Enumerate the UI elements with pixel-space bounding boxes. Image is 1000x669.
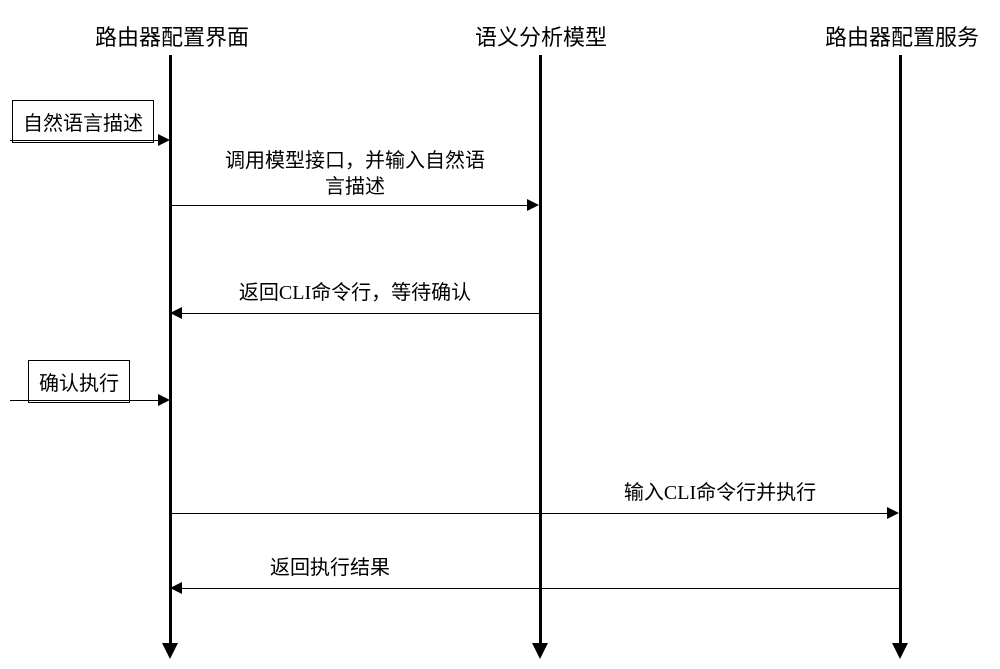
message-3-line	[171, 513, 889, 514]
message-1-label: 调用模型接口，并输入自然语言描述	[210, 148, 500, 200]
participant-model-label: 语义分析模型	[475, 20, 607, 52]
external-input-confirm-arrow	[158, 394, 170, 406]
participant-ui-label: 路由器配置界面	[95, 20, 249, 52]
message-4-line	[180, 588, 899, 589]
message-2-label: 返回CLI命令行，等待确认	[230, 280, 480, 306]
message-4-label: 返回执行结果	[260, 555, 400, 581]
lifeline-service	[899, 55, 902, 645]
message-2-arrow	[170, 307, 182, 319]
lifeline-service-arrow	[892, 643, 908, 659]
participant-service-label: 路由器配置服务	[825, 20, 979, 52]
lifeline-model	[539, 55, 542, 645]
external-input-confirm: 确认执行	[28, 360, 130, 403]
external-input-nl: 自然语言描述	[12, 100, 154, 143]
message-1-arrow	[527, 199, 539, 211]
message-3-arrow	[887, 507, 899, 519]
message-4-arrow	[170, 582, 182, 594]
message-2-line	[180, 313, 539, 314]
lifeline-ui-arrow	[162, 643, 178, 659]
external-input-nl-arrow	[158, 134, 170, 146]
external-input-nl-line	[10, 140, 160, 141]
lifeline-model-arrow	[532, 643, 548, 659]
sequence-diagram: 路由器配置界面 语义分析模型 路由器配置服务 自然语言描述 调用模型接口，并输入…	[0, 0, 1000, 669]
message-1-line	[171, 205, 529, 206]
external-input-confirm-line	[10, 400, 160, 401]
message-3-label: 输入CLI命令行并执行	[610, 480, 830, 506]
